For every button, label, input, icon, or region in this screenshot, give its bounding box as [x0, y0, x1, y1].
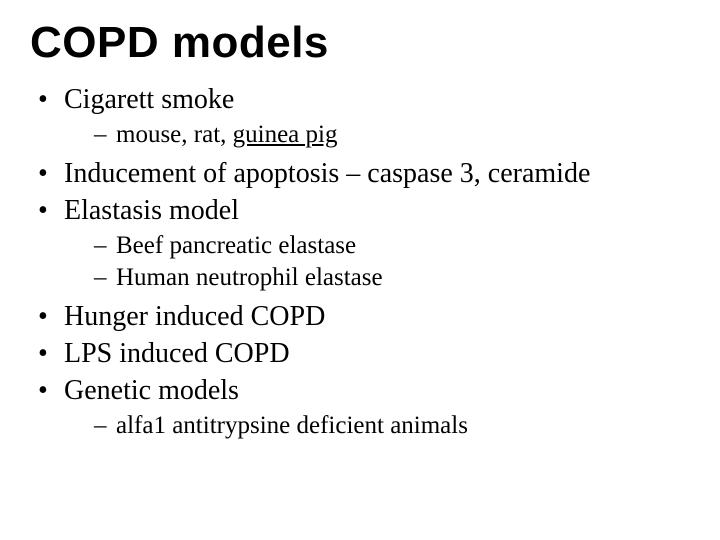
sub-list-item: Beef pancreatic elastase: [94, 230, 690, 261]
sub-text-pre: Beef pancreatic elastase: [116, 232, 356, 259]
bullet-text: Hunger induced COPD: [64, 301, 325, 332]
bullet-text: Cigarett smoke: [64, 84, 234, 115]
list-item: Genetic models alfa1 antitrypsine defici…: [36, 373, 690, 441]
list-item: Elastasis model Beef pancreatic elastase…: [36, 193, 690, 293]
sub-list-item: alfa1 antitrypsine deficient animals: [94, 410, 690, 441]
sub-text-pre: mouse, rat,: [116, 121, 233, 148]
bullet-text: Inducement of apoptosis – caspase 3, cer…: [64, 158, 590, 189]
sub-list: mouse, rat, guinea pig: [64, 119, 690, 150]
sub-list: alfa1 antitrypsine deficient animals: [64, 410, 690, 441]
slide: COPD models Cigarett smoke mouse, rat, g…: [0, 0, 720, 467]
bullet-text: Genetic models: [64, 375, 239, 406]
list-item: Cigarett smoke mouse, rat, guinea pig: [36, 82, 690, 150]
sub-list-item: Human neutrophil elastase: [94, 262, 690, 293]
list-item: LPS induced COPD: [36, 336, 690, 371]
sub-list-item: mouse, rat, guinea pig: [94, 119, 690, 150]
sub-text-underlined: guinea pig: [233, 121, 338, 148]
bullet-text: LPS induced COPD: [64, 338, 290, 369]
slide-title: COPD models: [30, 18, 690, 68]
sub-text-pre: Human neutrophil elastase: [116, 264, 383, 291]
bullet-list: Cigarett smoke mouse, rat, guinea pig In…: [30, 82, 690, 441]
list-item: Hunger induced COPD: [36, 299, 690, 334]
list-item: Inducement of apoptosis – caspase 3, cer…: [36, 156, 690, 191]
sub-list: Beef pancreatic elastase Human neutrophi…: [64, 230, 690, 293]
sub-text-pre: alfa1 antitrypsine deficient animals: [116, 412, 468, 439]
bullet-text: Elastasis model: [64, 195, 239, 226]
